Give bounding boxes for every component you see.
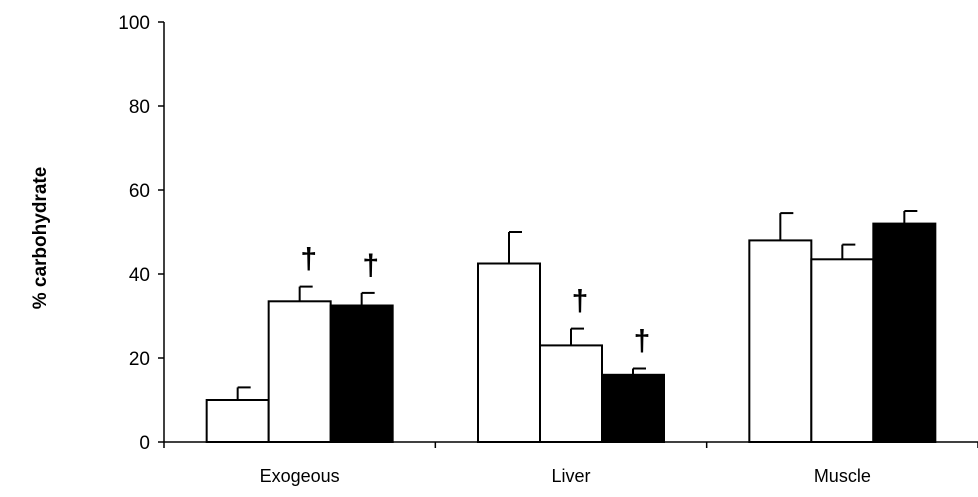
bar <box>601 373 665 443</box>
bar <box>748 239 813 443</box>
y-axis-label: % carbohydrate <box>30 167 51 310</box>
bar <box>810 258 875 443</box>
x-tick-label: Exogeous <box>260 466 340 486</box>
bar <box>539 344 603 443</box>
bars <box>205 210 937 443</box>
y-tick-label: 60 <box>129 181 150 202</box>
bar <box>267 300 332 443</box>
tick-labels: 0 20 40 60 80 100 † † Exogeous † † Liver Muscle <box>118 13 871 486</box>
y-tick-label: 40 <box>129 265 150 286</box>
bar <box>477 262 541 443</box>
significance-marker: † <box>572 285 589 318</box>
bar <box>205 399 270 443</box>
x-tick-label: Muscle <box>814 466 871 486</box>
significance-marker: † <box>300 243 317 276</box>
y-tick-label: 0 <box>139 433 150 454</box>
y-tick-label: 100 <box>118 13 150 34</box>
bar <box>872 222 937 443</box>
bar <box>329 304 394 443</box>
x-tick-label: Liver <box>551 466 590 486</box>
significance-marker: † <box>634 325 651 358</box>
y-tick-label: 20 <box>129 349 150 370</box>
y-tick-label: 80 <box>129 97 150 118</box>
significance-marker: † <box>362 249 379 282</box>
